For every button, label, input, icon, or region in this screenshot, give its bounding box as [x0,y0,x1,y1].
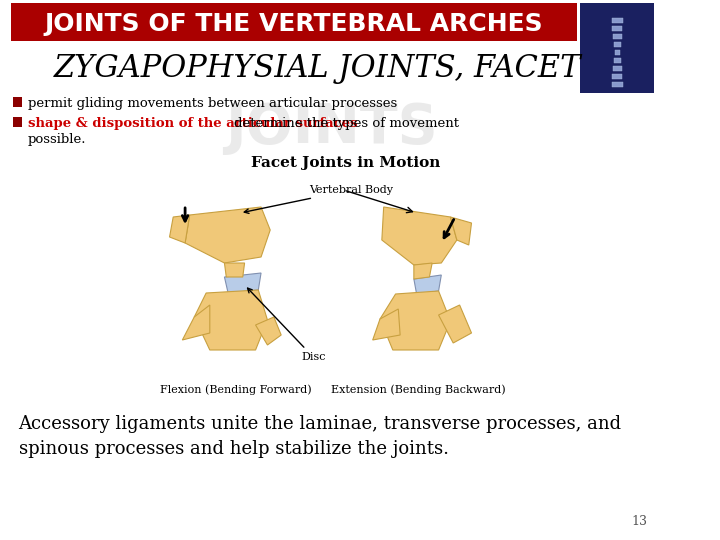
Text: Extension (Bending Backward): Extension (Bending Backward) [331,384,505,395]
Polygon shape [194,290,267,350]
Bar [12,3,577,41]
Bar [613,26,623,31]
Bar [615,50,620,55]
Text: permit gliding movements between articular processes: permit gliding movements between articul… [27,98,397,111]
Polygon shape [256,317,282,345]
Text: 13: 13 [631,515,647,528]
Bar [614,42,621,47]
Bar [613,34,621,39]
Polygon shape [182,305,210,340]
Text: JOINTS OF THE VERTEBRAL ARCHES: JOINTS OF THE VERTEBRAL ARCHES [45,12,544,36]
Text: Disc: Disc [248,288,325,362]
Text: spinous processes and help stabilize the joints.: spinous processes and help stabilize the… [19,440,449,458]
Text: Flexion (Bending Forward): Flexion (Bending Forward) [160,384,311,395]
Polygon shape [414,263,432,279]
Bar [13,117,22,127]
Text: possible.: possible. [27,133,86,146]
Text: shape & disposition of the articular surfaces: shape & disposition of the articular sur… [27,118,362,131]
Bar [611,82,624,87]
Bar [613,66,621,71]
Polygon shape [185,207,270,263]
Polygon shape [373,309,400,340]
Text: determine the types of movement: determine the types of movement [233,118,459,131]
Text: Facet Joints in Motion: Facet Joints in Motion [251,156,440,170]
Bar [13,97,22,107]
Polygon shape [451,217,472,245]
Polygon shape [225,263,245,277]
Bar [611,18,624,23]
Bar [580,3,654,93]
Polygon shape [225,273,261,293]
Text: Accessory ligaments unite the laminae, transverse processes, and: Accessory ligaments unite the laminae, t… [19,415,621,433]
Text: Vertebral Body: Vertebral Body [244,185,392,213]
Text: JOINTS: JOINTS [225,101,438,155]
Bar [613,74,623,79]
Text: ZYGAPOPHYSIAL JOINTS, FACET: ZYGAPOPHYSIAL JOINTS, FACET [54,52,582,84]
Polygon shape [588,6,643,92]
Polygon shape [169,215,189,243]
Polygon shape [382,207,457,265]
Polygon shape [414,275,441,294]
Polygon shape [380,291,451,350]
Polygon shape [438,305,472,343]
Bar [614,58,621,63]
